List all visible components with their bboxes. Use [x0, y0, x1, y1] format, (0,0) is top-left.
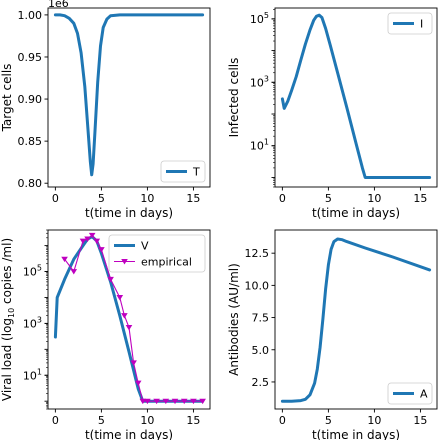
y-tick-label: 0.90 [18, 93, 43, 106]
data-point-empirical [70, 269, 78, 275]
data-point-empirical [121, 313, 128, 319]
y-axis-label: Target cells [0, 64, 14, 133]
legend: T [160, 160, 206, 183]
data-point-empirical [139, 398, 147, 405]
y-tick-label: 103 [250, 74, 269, 89]
data-point-empirical [98, 247, 105, 253]
data-point-empirical [134, 380, 142, 387]
data-point-empirical [190, 398, 197, 405]
y-tick-label: 12.5 [245, 247, 270, 260]
x-tick-label: 10 [367, 192, 381, 205]
axes-frame [47, 7, 211, 188]
x-tick-label: 15 [413, 414, 427, 427]
x-tick-label: 0 [279, 414, 286, 427]
y-tick-label: 0.80 [18, 177, 43, 190]
data-point-empirical [88, 232, 96, 239]
x-tick-label: 5 [325, 192, 332, 205]
y-tick-label: 5.0 [252, 344, 270, 357]
subplot-2: 0 5 10 15 101 103 105 t(time in days) Infected c… [227, 7, 438, 220]
y-tick-label: 0.85 [18, 135, 43, 148]
legend-marker-empirical [121, 259, 128, 265]
y-tick-label: 105 [23, 264, 42, 279]
data-point-empirical [116, 294, 124, 301]
x-tick-label: 15 [413, 192, 427, 205]
x-axis-label: t(time in days) [312, 206, 400, 220]
legend: A [387, 382, 433, 405]
data-point-empirical [61, 256, 68, 263]
x-tick-label: 10 [367, 414, 381, 427]
y-axis-label: Antibodies (AU/ml) [227, 263, 241, 376]
data-point-empirical [107, 276, 114, 283]
legend-label: I [420, 18, 423, 31]
subplot-4: 0 5 10 15 2.5 5.0 7.5 10.0 12.5 t(time in days) An… [227, 229, 438, 440]
data-point-empirical [180, 398, 188, 405]
y-tick-label: 105 [250, 11, 269, 26]
x-tick-label: 15 [186, 414, 200, 427]
legend-label: empirical [141, 256, 192, 269]
legend-label: T [192, 166, 200, 179]
data-point-empirical [144, 398, 151, 405]
data-point-empirical [79, 238, 87, 245]
data-point-empirical [125, 324, 133, 331]
series-line-T [53, 13, 205, 177]
series-line-A [280, 237, 432, 403]
axes-frame [274, 229, 438, 410]
y-tick-label: 0.95 [18, 51, 43, 64]
x-tick-label: 0 [279, 192, 286, 205]
x-tick-label: 5 [325, 414, 332, 427]
y-tick-label: 10.0 [245, 279, 270, 292]
x-tick-label: 10 [140, 192, 154, 205]
y-axis-label: Infected cells [227, 58, 241, 138]
data-point-empirical [153, 398, 160, 405]
x-tick-label: 5 [98, 192, 105, 205]
x-axis-label: t(time in days) [85, 428, 173, 440]
data-point-empirical [93, 238, 101, 245]
y-tick-label: 101 [23, 367, 42, 382]
axes-frame [274, 7, 438, 188]
y-axis-label: Viral load (log10 copies /ml) [0, 238, 16, 401]
subplot-1: 0 5 10 15 0.80 0.85 0.90 0.95 1.00 1e6 t(time in d… [0, 0, 211, 220]
legend-label: A [420, 388, 428, 401]
x-tick-label: 15 [186, 192, 200, 205]
x-axis-label: t(time in days) [312, 428, 400, 440]
subplot-3: 0 5 10 15 101 103 105 t(time in days) Viral load… [0, 229, 211, 440]
data-point-empirical [130, 360, 137, 366]
axes-frame [47, 229, 211, 410]
data-point-empirical [171, 398, 179, 405]
y-tick-label: 7.5 [252, 312, 270, 325]
y-tick-label: 1.00 [18, 9, 43, 22]
y-tick-label: 103 [23, 315, 42, 330]
x-tick-label: 5 [98, 414, 105, 427]
data-point-empirical [199, 398, 206, 405]
data-point-empirical [162, 398, 170, 405]
legend-label: V [141, 240, 149, 253]
y-tick-label: 101 [250, 138, 269, 153]
series-line-I [280, 13, 432, 179]
legend: I [387, 12, 433, 35]
x-tick-label: 0 [52, 192, 59, 205]
y-tick-label: 2.5 [252, 376, 270, 389]
y-offset-text: 1e6 [48, 0, 69, 10]
x-axis-label: t(time in days) [85, 206, 173, 220]
x-tick-label: 10 [140, 414, 154, 427]
x-tick-label: 0 [52, 414, 59, 427]
data-point-empirical [84, 236, 91, 242]
